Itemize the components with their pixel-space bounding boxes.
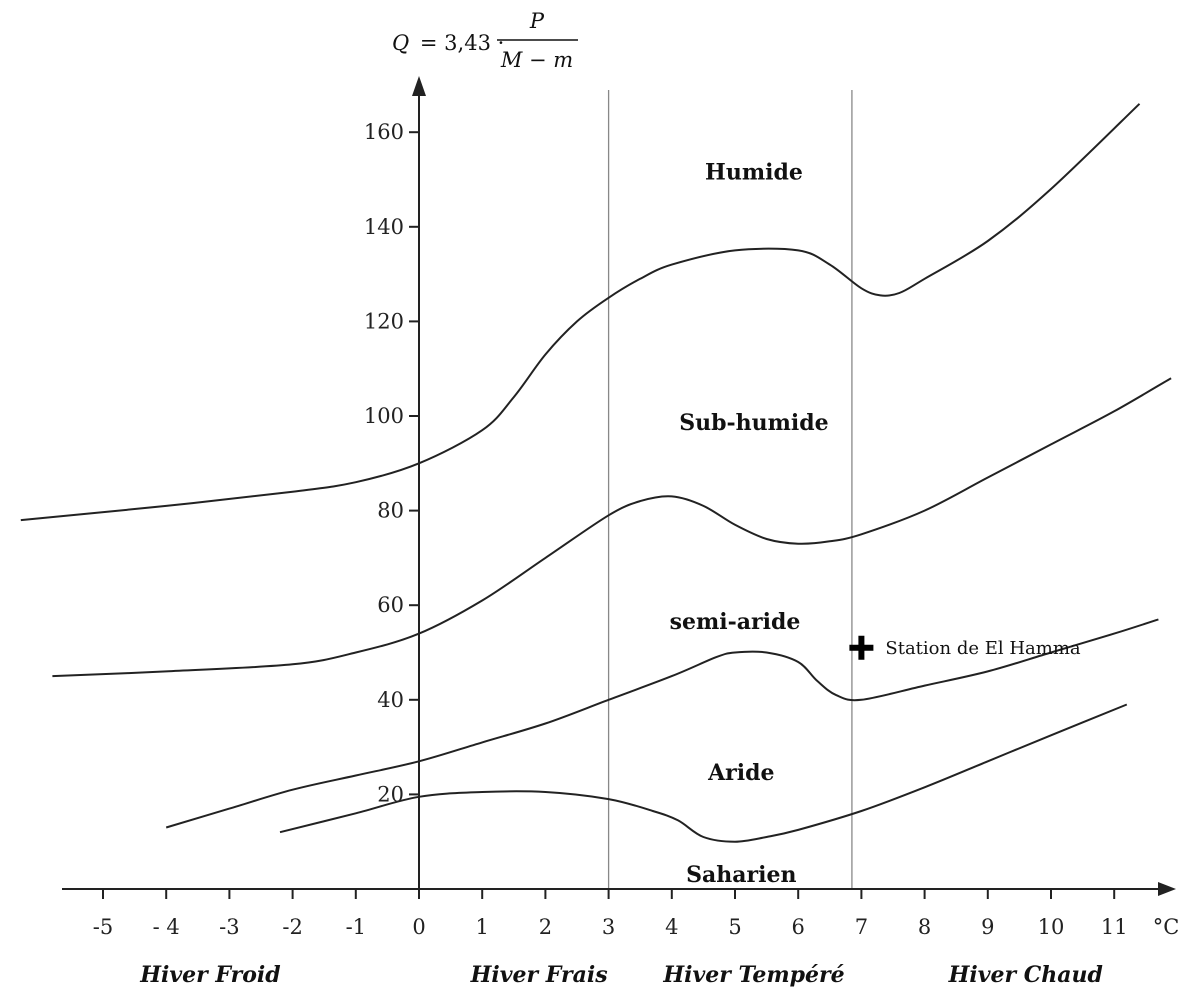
x-tick-label: 2 <box>539 915 552 939</box>
y-tick-label: 160 <box>364 120 404 144</box>
formula-lhs: Q <box>392 31 409 55</box>
x-tick-label: - 4 <box>153 915 180 939</box>
curve-1 <box>52 377 1172 678</box>
formula-constant: = 3,43 · <box>420 31 504 55</box>
winter-type-label: Hiver Froid <box>139 962 280 988</box>
winter-dividers <box>607 90 853 889</box>
y-tick-label: 60 <box>377 593 404 617</box>
x-tick-label: 0 <box>412 915 425 939</box>
y-tick-label: 20 <box>377 782 404 806</box>
x-unit-label: °C <box>1153 915 1180 939</box>
axes <box>62 76 1176 896</box>
x-tick-label: 6 <box>792 915 805 939</box>
station-cross-icon <box>849 635 874 660</box>
x-tick-label: -3 <box>219 915 239 939</box>
y-tick-label: 100 <box>364 404 404 428</box>
formula-denominator: M − m <box>500 48 573 72</box>
x-tick-label: 10 <box>1038 915 1065 939</box>
x-axis-arrow <box>1158 882 1176 896</box>
bioclimatic-curves <box>20 103 1172 843</box>
x-tick-label: -5 <box>93 915 113 939</box>
winter-type-label: Hiver Tempéré <box>662 962 844 988</box>
x-ticks: -5 - 4 -3 -2 -1 0 1 2 3 4 5 6 7 8 9 10 11 <box>93 889 1128 939</box>
x-tick-label: 11 <box>1101 915 1128 939</box>
zone-label: semi-aride <box>670 609 801 635</box>
zone-label: Saharien <box>686 862 796 888</box>
x-tick-label: 7 <box>855 915 868 939</box>
x-tick-label: 9 <box>981 915 994 939</box>
x-tick-label: 4 <box>665 915 678 939</box>
curve-2 <box>165 618 1159 829</box>
zone-label: Sub-humide <box>679 410 828 436</box>
curve-0 <box>20 103 1141 522</box>
y-tick-label: 40 <box>377 688 404 712</box>
x-tick-label: 8 <box>918 915 931 939</box>
x-tick-label: -2 <box>282 915 302 939</box>
winter-type-label: Hiver Chaud <box>948 962 1103 988</box>
x-tick-label: 3 <box>602 915 615 939</box>
curve-3 <box>279 703 1128 843</box>
zone-label: Humide <box>705 160 803 186</box>
zone-labels: Humide Sub-humide semi-aride Aride Saharien <box>670 160 829 888</box>
q2-formula: Q = 3,43 · P M − m <box>392 9 578 72</box>
y-tick-label: 140 <box>364 215 404 239</box>
winter-type-labels: Hiver Froid Hiver Frais Hiver Tempéré Hiver… <box>139 962 1103 988</box>
svg-text:Q = 3,43 ·: Q = 3,43 · <box>392 31 504 55</box>
winter-type-label: Hiver Frais <box>470 962 608 988</box>
y-tick-label: 120 <box>364 309 404 333</box>
y-tick-label: 80 <box>377 499 404 523</box>
zone-label: Aride <box>707 760 774 786</box>
station-label: Station de El Hamma <box>885 638 1081 659</box>
y-ticks: 20 40 60 80 100 120 140 160 <box>364 120 419 806</box>
formula-numerator: P <box>529 9 545 33</box>
y-axis-arrow <box>412 76 426 96</box>
x-tick-label: -1 <box>346 915 366 939</box>
station-marker-group: Station de El Hamma <box>849 635 1081 660</box>
x-tick-label: 5 <box>728 915 741 939</box>
x-tick-label: 1 <box>476 915 489 939</box>
